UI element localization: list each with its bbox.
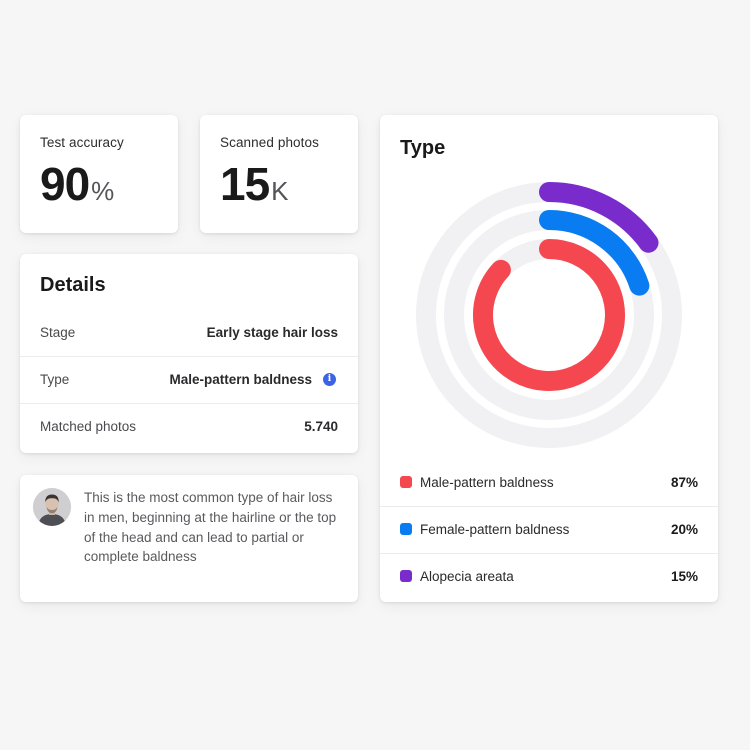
details-row-matched-photos: Matched photos 5.740 [20, 404, 358, 450]
test-accuracy-value-row: 90% [40, 160, 178, 220]
legend-value: 87% [670, 475, 698, 490]
legend-item: Male-pattern baldness 87% [380, 460, 718, 507]
note-card: This is the most common type of hair los… [20, 475, 358, 602]
info-icon[interactable]: i [323, 373, 336, 386]
legend-value: 15% [670, 569, 698, 584]
details-key: Stage [40, 325, 76, 340]
user-avatar-icon [33, 488, 71, 526]
type-card: Type Male-pattern baldness 87% Female-pa… [380, 115, 718, 602]
legend-swatch [400, 523, 412, 535]
legend-label: Male-pattern baldness [420, 475, 554, 490]
legend-label: Female-pattern baldness [420, 522, 570, 537]
type-title: Type [400, 137, 446, 159]
ring-arc-male-pattern-baldness[interactable] [473, 239, 625, 391]
ring-arc-alopecia-areata[interactable] [539, 182, 659, 253]
scanned-photos-unit: K [271, 176, 289, 206]
details-title: Details [40, 274, 106, 296]
details-key: Type [40, 372, 70, 387]
details-key: Matched photos [40, 419, 137, 434]
legend-value: 20% [670, 522, 698, 537]
test-accuracy-unit: % [91, 176, 115, 206]
legend-swatch [400, 570, 412, 582]
scanned-photos-label: Scanned photos [220, 135, 319, 150]
details-value: 5.740 [304, 419, 338, 434]
note-text: This is the most common type of hair los… [84, 490, 337, 565]
test-accuracy-value: 90 [40, 158, 90, 210]
test-accuracy-label: Test accuracy [40, 135, 124, 150]
legend-swatch [400, 476, 412, 488]
type-radial-chart [416, 182, 682, 448]
scanned-photos-value: 15 [220, 158, 270, 210]
ring-arc-female-pattern-baldness[interactable] [539, 210, 650, 296]
legend-label: Alopecia areata [420, 569, 514, 584]
details-row-stage: Stage Early stage hair loss [20, 310, 358, 357]
type-legend: Male-pattern baldness 87% Female-pattern… [380, 460, 718, 600]
legend-item: Female-pattern baldness 20% [380, 507, 718, 554]
details-value: Male-pattern baldness [169, 372, 312, 387]
scanned-photos-card: Scanned photos 15K [200, 115, 358, 233]
details-value: Early stage hair loss [206, 325, 338, 340]
details-list: Stage Early stage hair loss Type Male-pa… [20, 310, 358, 450]
legend-item: Alopecia areata 15% [380, 554, 718, 600]
test-accuracy-card: Test accuracy 90% [20, 115, 178, 233]
avatar [33, 488, 71, 526]
details-card: Details Stage Early stage hair loss Type… [20, 254, 358, 453]
details-row-type: Type Male-pattern baldness i [20, 357, 358, 404]
scanned-photos-value-row: 15K [220, 160, 358, 220]
